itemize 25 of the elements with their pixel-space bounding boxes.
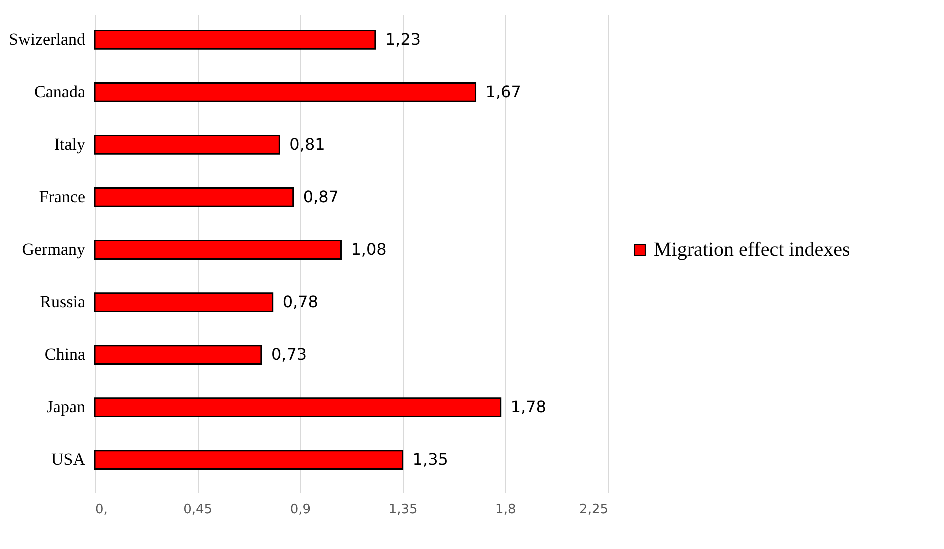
x-tick-label: 0, xyxy=(96,502,108,518)
data-label: 0,81 xyxy=(290,134,326,154)
y-tick-label: France xyxy=(39,187,86,206)
y-tick-label: China xyxy=(44,345,86,364)
y-tick-label: USA xyxy=(51,450,86,470)
x-tick-label: 1,35 xyxy=(388,502,418,518)
data-label: 1,08 xyxy=(351,240,387,259)
x-tick-label: 1,8 xyxy=(496,502,516,518)
x-tick-label: 0,45 xyxy=(184,502,213,518)
y-tick-label: Russia xyxy=(40,292,86,312)
y-tick-label: Italy xyxy=(54,134,86,154)
y-tick-label: Canada xyxy=(34,82,86,102)
data-label: 0,87 xyxy=(303,187,339,206)
x-tick-label: 0,9 xyxy=(290,502,312,518)
data-label: 1,23 xyxy=(385,30,422,49)
y-tick-label: Germany xyxy=(22,240,86,259)
data-label: 1,67 xyxy=(486,82,522,102)
data-label: 0,73 xyxy=(271,345,308,364)
data-label: 1,78 xyxy=(510,398,546,417)
y-tick-label: Swizerland xyxy=(9,30,86,49)
y-tick-label: Japan xyxy=(46,398,86,417)
x-tick-label: 2,25 xyxy=(580,502,608,518)
data-label: 0,78 xyxy=(282,292,318,312)
data-label: 1,35 xyxy=(412,450,448,470)
legend-label: Migration effect indexes xyxy=(654,239,850,261)
